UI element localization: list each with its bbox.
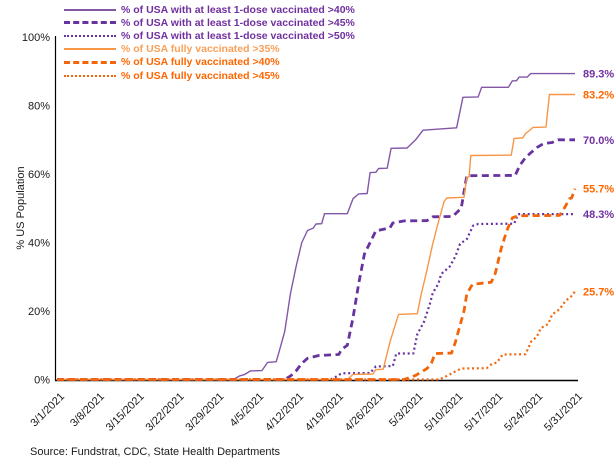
legend-item: % of USA fully vaccinated >35% <box>64 43 355 56</box>
legend-label: % of USA with at least 1-dose vaccinated… <box>121 16 355 29</box>
y-axis-tick-label: 0% <box>34 375 50 387</box>
series-line <box>57 138 575 381</box>
x-axis-tick-label: 5/10/2021 <box>422 391 465 434</box>
legend-line-swatch <box>64 21 116 25</box>
series-end-label: 70.0% <box>583 135 614 147</box>
x-axis-tick-label: 3/1/2021 <box>28 391 67 430</box>
x-axis-tick-label: 5/17/2021 <box>462 391 505 434</box>
legend-item: % of USA with at least 1-dose vaccinated… <box>64 29 355 42</box>
series-line <box>57 72 575 381</box>
legend-label: % of USA fully vaccinated >35% <box>121 43 280 56</box>
y-axis-tick-label: 80% <box>28 101 50 113</box>
x-axis-tick-label: 5/24/2021 <box>502 391 545 434</box>
legend-label: % of USA with at least 1-dose vaccinated… <box>121 3 355 16</box>
x-axis-tick-label: 3/15/2021 <box>104 391 147 434</box>
source-note: Source: Fundstrat, CDC, State Health Dep… <box>30 446 281 458</box>
legend-item: % of USA fully vaccinated >40% <box>64 56 355 69</box>
chart-legend: % of USA with at least 1-dose vaccinated… <box>64 3 355 82</box>
y-axis-tick-label: 100% <box>22 32 50 44</box>
x-axis-tick-label: 5/31/2021 <box>542 391 585 434</box>
legend-line-swatch <box>64 74 116 77</box>
x-axis-tick-label: 4/19/2021 <box>303 391 346 434</box>
legend-item: % of USA fully vaccinated >45% <box>64 69 355 82</box>
legend-label: % of USA with at least 1-dose vaccinated… <box>121 29 355 42</box>
legend-label: % of USA fully vaccinated >40% <box>121 56 280 69</box>
series-end-label: 48.3% <box>583 209 614 221</box>
y-axis-tick-label: 20% <box>28 306 50 318</box>
series-line <box>57 290 576 381</box>
series-end-label: 83.2% <box>583 90 614 102</box>
x-axis-tick-label: 4/26/2021 <box>343 391 386 434</box>
y-axis-tick-label: 60% <box>28 169 50 181</box>
legend-line-swatch <box>64 60 116 64</box>
legend-item: % of USA with at least 1-dose vaccinated… <box>64 16 355 29</box>
series-line <box>57 213 575 381</box>
x-axis-tick-label: 4/5/2021 <box>228 391 267 430</box>
y-axis-tick-label: 40% <box>28 238 50 250</box>
y-axis-title: % US Population <box>15 166 27 250</box>
x-axis-tick-label: 3/22/2021 <box>144 391 187 434</box>
chart-svg: 0% 20% 40% 60% 80% 100% 3/1/2021 3/8/20213/15/2… <box>22 32 614 434</box>
legend-line-swatch <box>64 8 116 11</box>
legend-line-swatch <box>64 34 116 37</box>
series-end-label: 55.7% <box>583 184 614 196</box>
x-axis-tick-label: 3/8/2021 <box>68 391 107 430</box>
series-end-label: 89.3% <box>583 69 614 81</box>
x-axis-tick-label: 5/3/2021 <box>387 391 426 430</box>
legend-line-swatch <box>64 48 116 51</box>
series-end-label: 25.7% <box>583 286 614 298</box>
series-line <box>57 93 575 381</box>
legend-item: % of USA with at least 1-dose vaccinated… <box>64 3 355 16</box>
x-axis-tick-label: 4/12/2021 <box>263 391 306 434</box>
legend-label: % of USA fully vaccinated >45% <box>121 69 280 82</box>
series-line <box>57 188 577 381</box>
x-axis-tick-label: 3/29/2021 <box>183 391 226 434</box>
